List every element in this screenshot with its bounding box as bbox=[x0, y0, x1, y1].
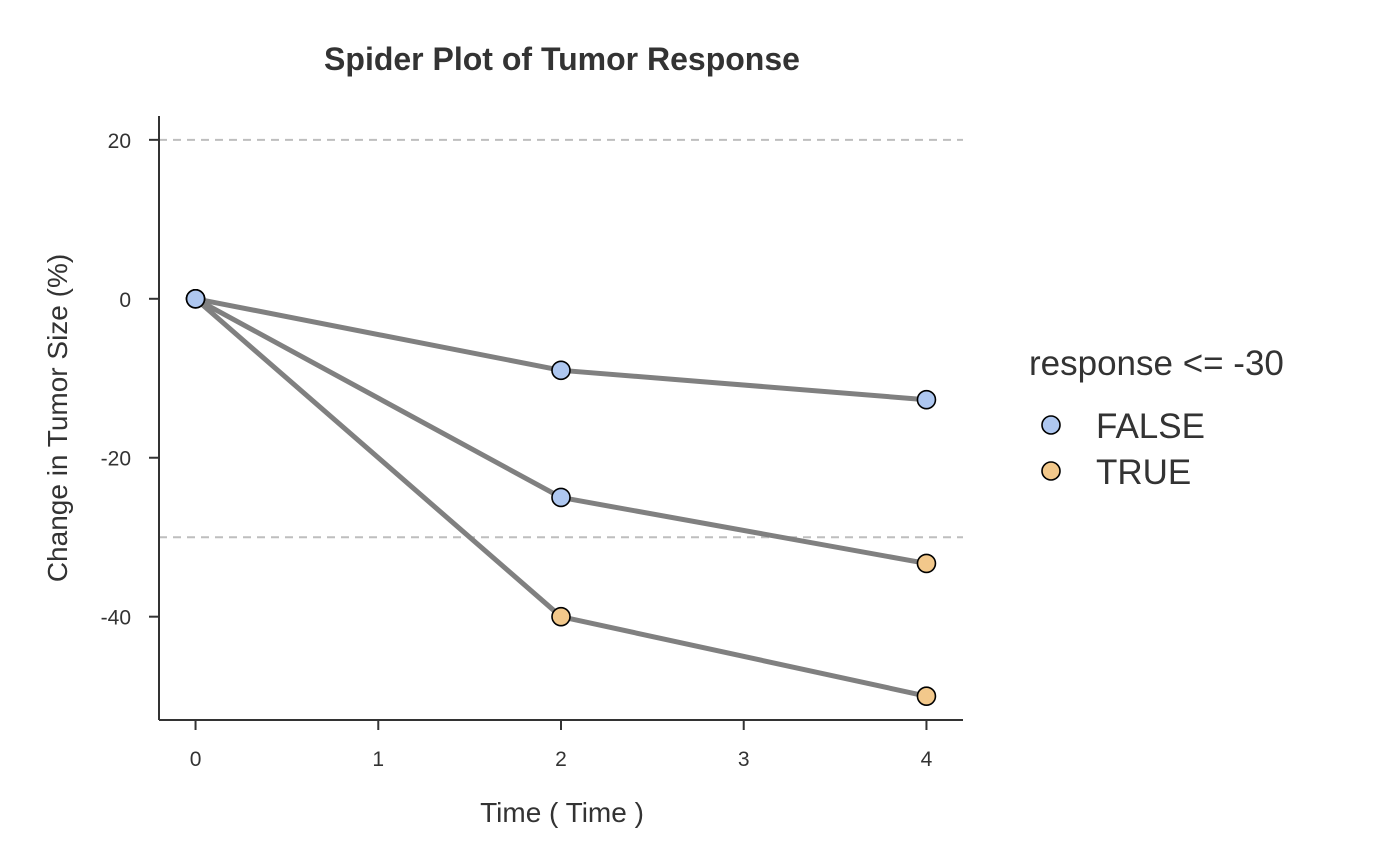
series-line bbox=[193, 296, 929, 403]
x-tick-label: 3 bbox=[738, 748, 750, 771]
y-tick-label: 0 bbox=[119, 289, 131, 312]
x-axis-label: Time ( Time ) bbox=[480, 797, 644, 828]
series-line bbox=[193, 296, 929, 566]
data-point bbox=[916, 389, 937, 410]
data-point bbox=[551, 360, 571, 381]
y-tick-label: -40 bbox=[101, 607, 131, 630]
data-point bbox=[551, 606, 571, 627]
x-tick-label: 4 bbox=[921, 748, 933, 771]
data-point bbox=[185, 288, 206, 309]
data-point bbox=[916, 553, 937, 574]
legend-title: response <= -30 bbox=[1029, 344, 1284, 383]
x-tick-label: 1 bbox=[372, 748, 384, 771]
legend-label: FALSE bbox=[1096, 407, 1205, 446]
chart-title: Spider Plot of Tumor Response bbox=[324, 41, 800, 77]
legend-swatch bbox=[1041, 461, 1061, 481]
y-tick-label: 20 bbox=[108, 130, 131, 153]
legend-entries: FALSE TRUE bbox=[1041, 407, 1205, 492]
x-tick-label: 0 bbox=[190, 748, 202, 771]
x-axis-ticks: 0 1 2 3 4 bbox=[190, 720, 933, 771]
reference-lines bbox=[159, 138, 963, 539]
x-tick-label: 2 bbox=[555, 748, 567, 771]
y-tick-label: -20 bbox=[101, 448, 131, 471]
y-axis-ticks: 20 0 -20 -40 bbox=[101, 130, 159, 630]
legend-swatch bbox=[1041, 415, 1061, 435]
data-point bbox=[551, 487, 571, 508]
y-axis-label: Change in Tumor Size (%) bbox=[42, 254, 73, 582]
legend-label: TRUE bbox=[1096, 453, 1191, 492]
data-point bbox=[916, 686, 937, 706]
series-points bbox=[185, 288, 937, 706]
legend: response <= -30 FALSE TRUE bbox=[1029, 344, 1284, 492]
